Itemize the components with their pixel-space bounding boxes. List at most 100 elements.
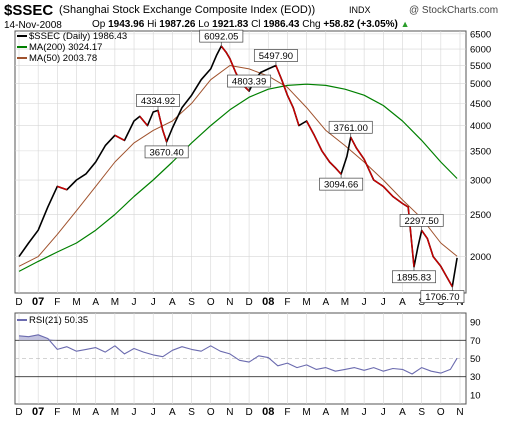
annotation-box bbox=[199, 29, 244, 43]
price-x-tick-label: J bbox=[381, 297, 386, 308]
rsi-x-tick-label: A bbox=[322, 407, 329, 418]
price-down-segment bbox=[275, 65, 283, 80]
price-down-segment bbox=[313, 135, 323, 152]
price-x-tick-label: J bbox=[362, 297, 367, 308]
price-down-segment bbox=[321, 150, 331, 163]
price-down-segment bbox=[329, 161, 336, 169]
price-down-segment bbox=[281, 79, 289, 96]
price-x-tick-label: A bbox=[169, 297, 176, 308]
price-y-tick-label: 3000 bbox=[470, 176, 491, 187]
annotation-label: 1706.70 bbox=[425, 292, 459, 303]
price-x-tick-label: D bbox=[245, 297, 252, 308]
price-x-tick-label: F bbox=[284, 297, 290, 308]
price-y-tick-label: 2500 bbox=[470, 210, 491, 221]
price-down-segment bbox=[355, 147, 365, 160]
price-down-segment bbox=[440, 265, 448, 277]
legend-label-ma50: MA(50) 2003.78 bbox=[29, 53, 98, 64]
change-value: +58.82 (+3.05%) bbox=[323, 19, 398, 30]
change-label: Chg bbox=[302, 19, 321, 30]
rsi-x-tick-label: D bbox=[15, 407, 22, 418]
price-x-tick-label: M bbox=[72, 297, 80, 308]
high-label: Hi bbox=[147, 19, 157, 30]
price-x-tick-label: N bbox=[226, 297, 233, 308]
rsi-x-tick-label: J bbox=[362, 407, 367, 418]
ma200-series-line bbox=[18, 83, 458, 272]
price-down-segment bbox=[305, 120, 315, 136]
annotation-label: 3761.00 bbox=[334, 123, 368, 134]
rsi-x-tick-label: A bbox=[169, 407, 176, 418]
price-down-segment bbox=[373, 179, 384, 188]
price-down-segment bbox=[57, 185, 68, 191]
triangle-up-icon: ▲ bbox=[400, 19, 410, 29]
rsi-x-tick-label: M bbox=[302, 407, 310, 418]
price-down-segment bbox=[292, 107, 300, 126]
price-x-tick-label: A bbox=[322, 297, 329, 308]
price-y-tick-label: 6000 bbox=[470, 45, 491, 56]
chart-title: (Shanghai Stock Exchange Composite Index… bbox=[59, 4, 316, 16]
rsi-y-tick-label: 10 bbox=[470, 390, 481, 401]
price-x-tick-label: 07 bbox=[32, 296, 44, 308]
price-y-tick-label: 6500 bbox=[470, 29, 491, 40]
price-down-segment bbox=[162, 130, 168, 143]
annotation-box bbox=[392, 270, 436, 284]
price-down-segment bbox=[350, 136, 358, 149]
price-down-segment bbox=[114, 134, 125, 141]
price-x-tick-label: S bbox=[188, 297, 195, 308]
annotation-label: 5497.90 bbox=[259, 51, 293, 62]
annotation-box bbox=[227, 74, 272, 88]
price-down-segment bbox=[402, 202, 409, 208]
annotation-label: 4803.39 bbox=[232, 77, 266, 88]
price-x-tick-label: A bbox=[92, 297, 99, 308]
annotation-label: 3094.66 bbox=[324, 180, 358, 191]
price-down-segment bbox=[286, 94, 294, 108]
legend-label-ma200: MA(200) 3024.17 bbox=[29, 42, 103, 53]
rsi-x-tick-label: N bbox=[226, 407, 233, 418]
price-down-segment bbox=[229, 58, 237, 73]
price-x-tick-label: F bbox=[54, 297, 60, 308]
legend-item-price: $SSEC (Daily) 1986.43 bbox=[17, 31, 127, 42]
rsi-series-line bbox=[18, 334, 458, 375]
price-x-tick-label: J bbox=[132, 297, 137, 308]
price-down-segment bbox=[432, 256, 442, 267]
annotation-box bbox=[144, 145, 189, 159]
rsi-x-tick-label: A bbox=[92, 407, 99, 418]
price-y-tick-label: 4500 bbox=[470, 99, 491, 110]
annotation-box bbox=[136, 94, 180, 107]
annotation-box bbox=[328, 120, 373, 134]
rsi-x-tick-label: M bbox=[111, 407, 119, 418]
ticker-symbol: $SSEC bbox=[4, 2, 54, 19]
price-down-segment bbox=[225, 51, 231, 60]
low-label: Lo bbox=[198, 19, 210, 30]
price-down-segment bbox=[382, 185, 394, 197]
legend-swatch-ma50 bbox=[17, 57, 27, 60]
price-y-tick-label: 2000 bbox=[470, 252, 491, 263]
price-x-tick-label: A bbox=[399, 297, 406, 308]
price-x-tick-label: D bbox=[15, 297, 22, 308]
rsi-y-tick-label: 50 bbox=[470, 354, 481, 365]
annotation-label: 4334.92 bbox=[141, 96, 175, 107]
quote-bar: Op 1943.96 Hi 1987.26 Lo 1921.83 Cl 1986… bbox=[92, 19, 410, 30]
rsi-x-tick-label: F bbox=[54, 407, 60, 418]
open-label: Op bbox=[92, 19, 106, 30]
rsi-x-tick-label: N bbox=[456, 407, 463, 418]
legend-swatch-rsi bbox=[17, 319, 27, 322]
price-down-segment bbox=[392, 195, 403, 205]
rsi-y-tick-label: 30 bbox=[470, 372, 481, 383]
annotation-label: 2297.50 bbox=[404, 216, 438, 227]
price-x-tick-label: M bbox=[341, 297, 349, 308]
annotation-box bbox=[319, 177, 364, 191]
price-down-segment bbox=[157, 110, 164, 131]
price-y-tick-label: 3500 bbox=[470, 146, 491, 157]
price-y-tick-label: 5500 bbox=[470, 61, 491, 72]
exchange-label: INDX bbox=[349, 5, 371, 15]
rsi-x-tick-label: J bbox=[132, 407, 137, 418]
price-y-tick-label: 4000 bbox=[470, 121, 491, 132]
annotation-label: 3670.40 bbox=[149, 147, 183, 158]
price-x-tick-label: O bbox=[207, 297, 215, 308]
price-down-segment bbox=[220, 45, 227, 53]
price-down-segment bbox=[426, 238, 434, 257]
rsi-x-tick-label: S bbox=[188, 407, 195, 418]
close-value: 1986.43 bbox=[263, 19, 300, 30]
